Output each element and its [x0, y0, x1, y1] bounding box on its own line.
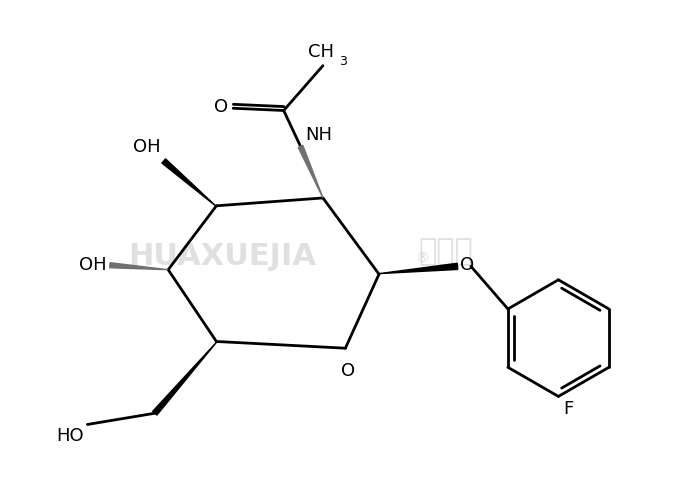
Text: NH: NH	[305, 126, 332, 144]
Text: OH: OH	[79, 256, 107, 274]
Text: HO: HO	[57, 427, 84, 444]
Text: O: O	[460, 256, 474, 274]
Text: F: F	[563, 400, 573, 418]
Polygon shape	[379, 264, 458, 274]
Text: HUAXUEJIA: HUAXUEJIA	[128, 242, 316, 271]
Text: ®: ®	[415, 252, 429, 266]
Text: CH: CH	[308, 43, 334, 61]
Text: 化学加: 化学加	[419, 237, 473, 266]
Text: OH: OH	[133, 138, 160, 156]
Text: O: O	[341, 361, 355, 380]
Polygon shape	[162, 159, 216, 206]
Polygon shape	[109, 263, 168, 270]
Polygon shape	[153, 342, 217, 415]
Polygon shape	[298, 145, 323, 198]
Text: O: O	[213, 98, 228, 116]
Text: 3: 3	[339, 55, 347, 68]
